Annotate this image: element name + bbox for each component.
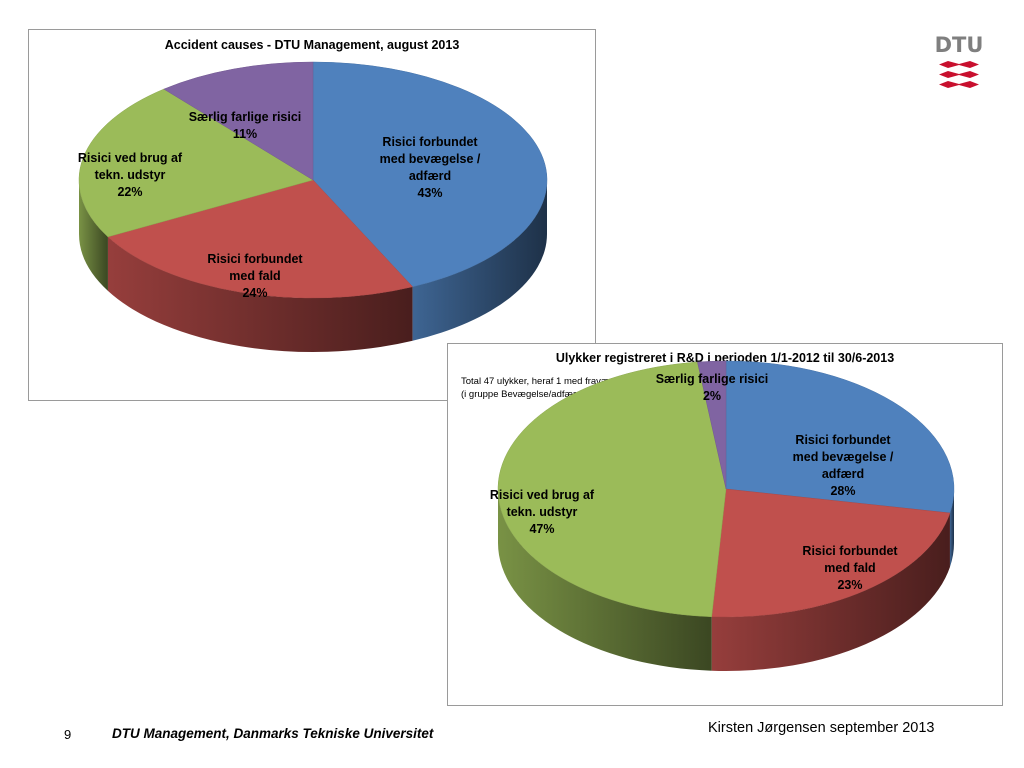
annotation-line: Total 47 ulykker, heraf 1 med fravær [461,376,613,387]
slice-label: Risici ved brug af tekn. udstyr 22% [78,151,183,199]
page-number: 9 [64,727,72,742]
pie-slice-side [498,489,712,671]
pie-slice-side [949,489,954,567]
slice-category-label: med fald [824,561,875,575]
chart-annotation: Total 47 ulykker, heraf 1 med fravær (i … [461,375,613,401]
slice-category-label: med bevægelse / [793,450,894,464]
slice-value-label: 2% [703,389,721,403]
chart-title: Accident causes - DTU Management, august… [164,38,460,52]
pie-slice-side [107,236,413,352]
slice-category-label: med fald [229,269,280,283]
slice-category-label: Risici forbundet [795,433,891,447]
logo-mark [939,61,979,88]
slice-category-label: adfærd [822,467,864,481]
slice-category-label: med bevægelse / [380,152,481,166]
slice-category-label: Risici forbundet [207,252,303,266]
pie-slice [312,61,548,288]
slice-label: Særlig farlige risici 11% [189,110,302,141]
slice-category-label: tekn. udstyr [507,505,578,519]
pie-slice [725,360,955,514]
slice-label: Risici forbundet med bevægelse / adfærd 43% [380,135,481,200]
pie-slice-side [412,180,547,341]
annotation-line: (i gruppe Bevægelse/adfærd) [461,389,585,400]
slice-category-label: Risici forbundet [802,544,898,558]
slice-value-label: 22% [117,185,142,199]
pie-chart: Risici forbundet med bevægelse / adfærd 43%… [78,61,548,352]
slice-label: Særlig farlige risici 2% [656,372,769,403]
slice-value-label: 47% [529,522,554,536]
slice-category-label: Særlig farlige risici [656,372,769,386]
slice-category-label: Risici ved brug af [490,488,595,502]
logo-chevron [939,61,979,68]
slice-value-label: 28% [830,484,855,498]
slice-category-label: Særlig farlige risici [189,110,302,124]
pie-slice [78,88,314,238]
slice-value-label: 43% [417,186,442,200]
pie-slice [497,361,727,618]
pie-slice [163,61,314,181]
slice-label: Risici forbundet med fald 24% [207,252,303,300]
slice-value-label: 23% [837,578,862,592]
pie-slice [697,360,727,490]
accident-causes-chart: Accident causes - DTU Management, august… [28,29,596,401]
slice-label: Risici forbundet med fald 23% [802,544,898,592]
logo-chevron [939,71,979,78]
logo-text: DTU [936,33,982,57]
dtu-logo: DTU [936,33,982,88]
slice-value-label: 11% [233,127,257,141]
rd-accidents-chart: Ulykker registreret i R&D i perioden 1/1… [447,343,1003,706]
slice-label: Risici ved brug af tekn. udstyr 47% [490,488,595,536]
slice-category-label: adfærd [409,169,451,183]
chart-title: Ulykker registreret i R&D i perioden 1/1… [555,351,895,365]
slice-label: Risici forbundet med bevægelse / adfærd 28% [793,433,894,498]
pie-slice [107,179,414,299]
slice-category-label: Risici ved brug af [78,151,183,165]
slice-value-label: 24% [242,286,267,300]
slice-category-label: tekn. udstyr [95,168,166,182]
logo-chevron [939,81,979,88]
footer-author-date: Kirsten Jørgensen september 2013 [708,720,935,736]
pie-slice [711,488,951,618]
slice-category-label: Risici forbundet [382,135,478,149]
pie-chart: Risici forbundet med bevægelse / adfærd 28%… [490,360,955,671]
pie-slice-side [79,180,108,291]
pie-slice-side [711,512,950,671]
footer-organization: DTU Management, Danmarks Tekniske Univer… [112,726,434,741]
